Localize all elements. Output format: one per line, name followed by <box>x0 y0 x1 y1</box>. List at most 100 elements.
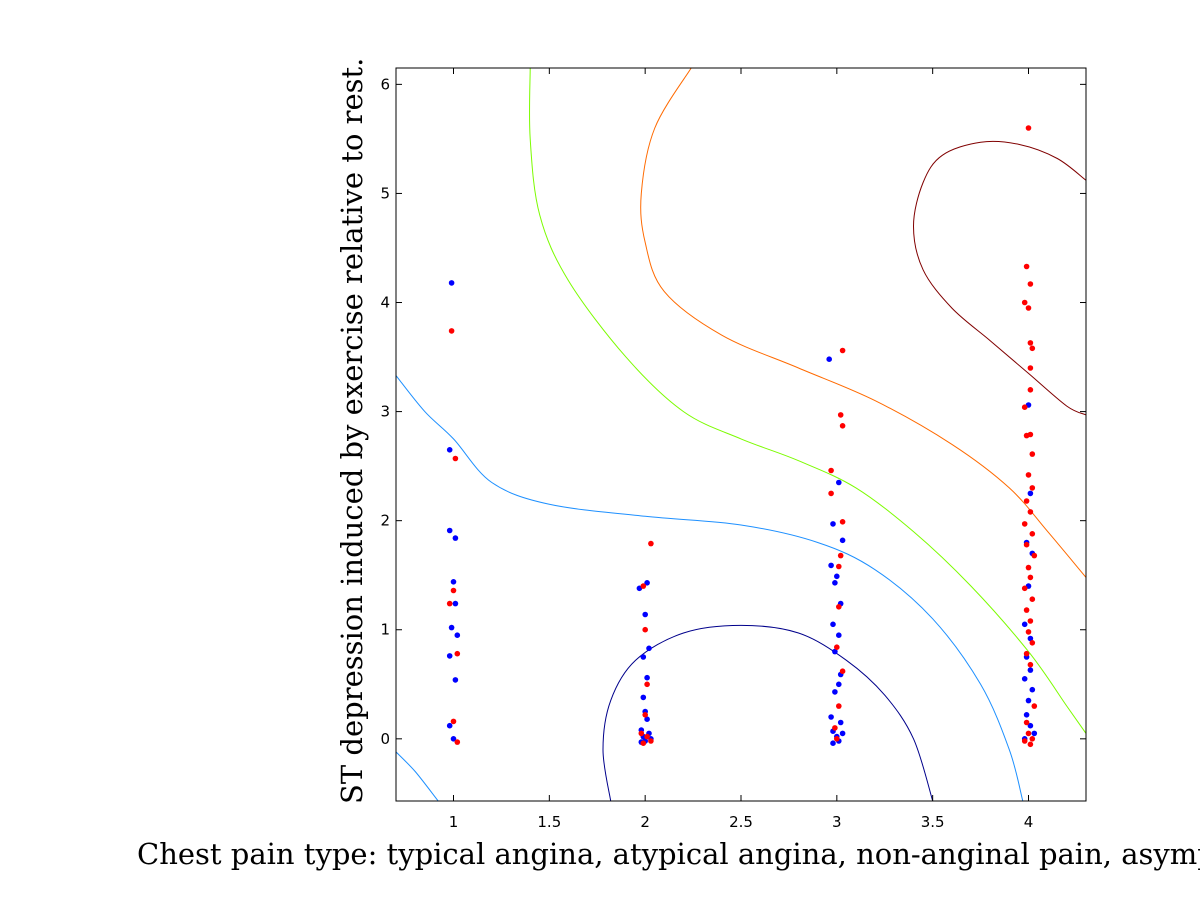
data-point <box>454 739 461 745</box>
data-point <box>832 725 838 731</box>
data-point <box>1027 490 1034 497</box>
x-tick-label: 3 <box>832 813 842 831</box>
data-point <box>1029 345 1036 352</box>
data-point <box>828 490 834 497</box>
data-point <box>640 654 647 660</box>
data-point <box>450 587 457 594</box>
y-tick-label: 5 <box>380 184 390 202</box>
y-tick-label: 4 <box>380 294 390 312</box>
x-tick-label: 4 <box>1024 813 1034 831</box>
y-tick-label: 3 <box>380 403 390 421</box>
data-point <box>454 632 461 638</box>
data-point <box>1021 621 1028 628</box>
x-axis-label: Chest pain type: typical angina, atypica… <box>137 837 1200 871</box>
data-point <box>1021 404 1028 411</box>
data-point <box>839 537 846 544</box>
y-axis-label: ST depression induced by exercise relati… <box>335 58 369 804</box>
y-tick-label: 1 <box>380 621 390 639</box>
data-point <box>452 455 459 462</box>
data-point <box>839 668 846 674</box>
data-point <box>452 535 459 541</box>
data-point <box>1027 618 1034 624</box>
data-point <box>1025 305 1032 311</box>
y-tick-label: 0 <box>380 730 390 748</box>
data-point <box>1027 509 1034 515</box>
data-point <box>644 580 650 586</box>
data-point <box>644 674 650 681</box>
data-point <box>1025 697 1032 704</box>
contour-line-0 <box>602 624 934 801</box>
data-point <box>1021 676 1028 682</box>
contour-lines <box>396 68 1086 801</box>
data-point <box>836 703 842 709</box>
data-point <box>450 718 457 725</box>
x-tick-label: 1 <box>449 813 459 831</box>
data-point <box>1027 431 1034 438</box>
data-point <box>446 653 453 659</box>
data-point <box>1031 730 1038 737</box>
data-point <box>1027 387 1034 393</box>
data-point <box>832 648 838 655</box>
data-point <box>1029 485 1036 491</box>
data-point <box>1027 574 1034 581</box>
x-tick-label: 3.5 <box>921 813 945 831</box>
data-point <box>454 650 461 657</box>
data-point <box>830 621 836 628</box>
data-point <box>1029 451 1036 457</box>
data-point <box>1027 722 1034 729</box>
data-point <box>837 552 844 559</box>
y-tick-label: 2 <box>380 512 390 530</box>
data-point <box>828 714 834 720</box>
data-point <box>1025 472 1032 478</box>
data-point <box>834 644 840 650</box>
y-tick-label: 6 <box>380 75 390 93</box>
contour-line-3 <box>528 68 1086 734</box>
data-point <box>446 722 453 729</box>
data-point <box>837 719 844 726</box>
data-point <box>1023 719 1030 726</box>
data-point <box>1021 585 1028 592</box>
axis-ticks: 1 1.5 2 2.5 3 3.5 4 0 1 2 3 4 5 6 <box>380 68 1086 831</box>
data-point <box>640 694 647 701</box>
data-point <box>1027 281 1034 287</box>
data-point <box>836 632 842 638</box>
contour-line-5 <box>912 140 1086 416</box>
data-point <box>450 736 457 742</box>
data-point <box>836 681 842 688</box>
data-point <box>832 580 838 586</box>
data-point <box>1027 741 1034 748</box>
contour-line-2 <box>396 751 439 801</box>
data-point <box>834 736 840 742</box>
data-point <box>648 738 654 744</box>
data-point <box>446 527 453 534</box>
data-point <box>450 579 457 585</box>
data-point <box>640 583 647 589</box>
data-point <box>448 280 455 286</box>
data-point <box>830 521 836 527</box>
data-point <box>452 600 459 607</box>
data-point <box>448 624 455 631</box>
scatter-points <box>446 125 1038 748</box>
data-point <box>836 479 842 486</box>
data-point <box>839 347 846 354</box>
data-point <box>1029 531 1036 537</box>
data-point <box>828 562 834 569</box>
x-tick-label: 2 <box>640 813 650 831</box>
data-point <box>1023 607 1030 613</box>
data-point <box>1025 125 1032 131</box>
data-point <box>1025 730 1032 737</box>
data-point <box>836 563 842 570</box>
data-point <box>640 740 647 746</box>
data-point <box>644 716 650 722</box>
data-point <box>1023 650 1030 657</box>
contour-line-1 <box>396 375 1024 801</box>
data-point <box>1027 667 1034 673</box>
data-point <box>834 573 840 580</box>
data-point <box>1029 640 1036 646</box>
data-point <box>452 677 459 683</box>
data-point <box>1027 661 1034 668</box>
data-point <box>1023 541 1030 548</box>
data-point <box>836 604 842 610</box>
data-point <box>644 733 650 740</box>
